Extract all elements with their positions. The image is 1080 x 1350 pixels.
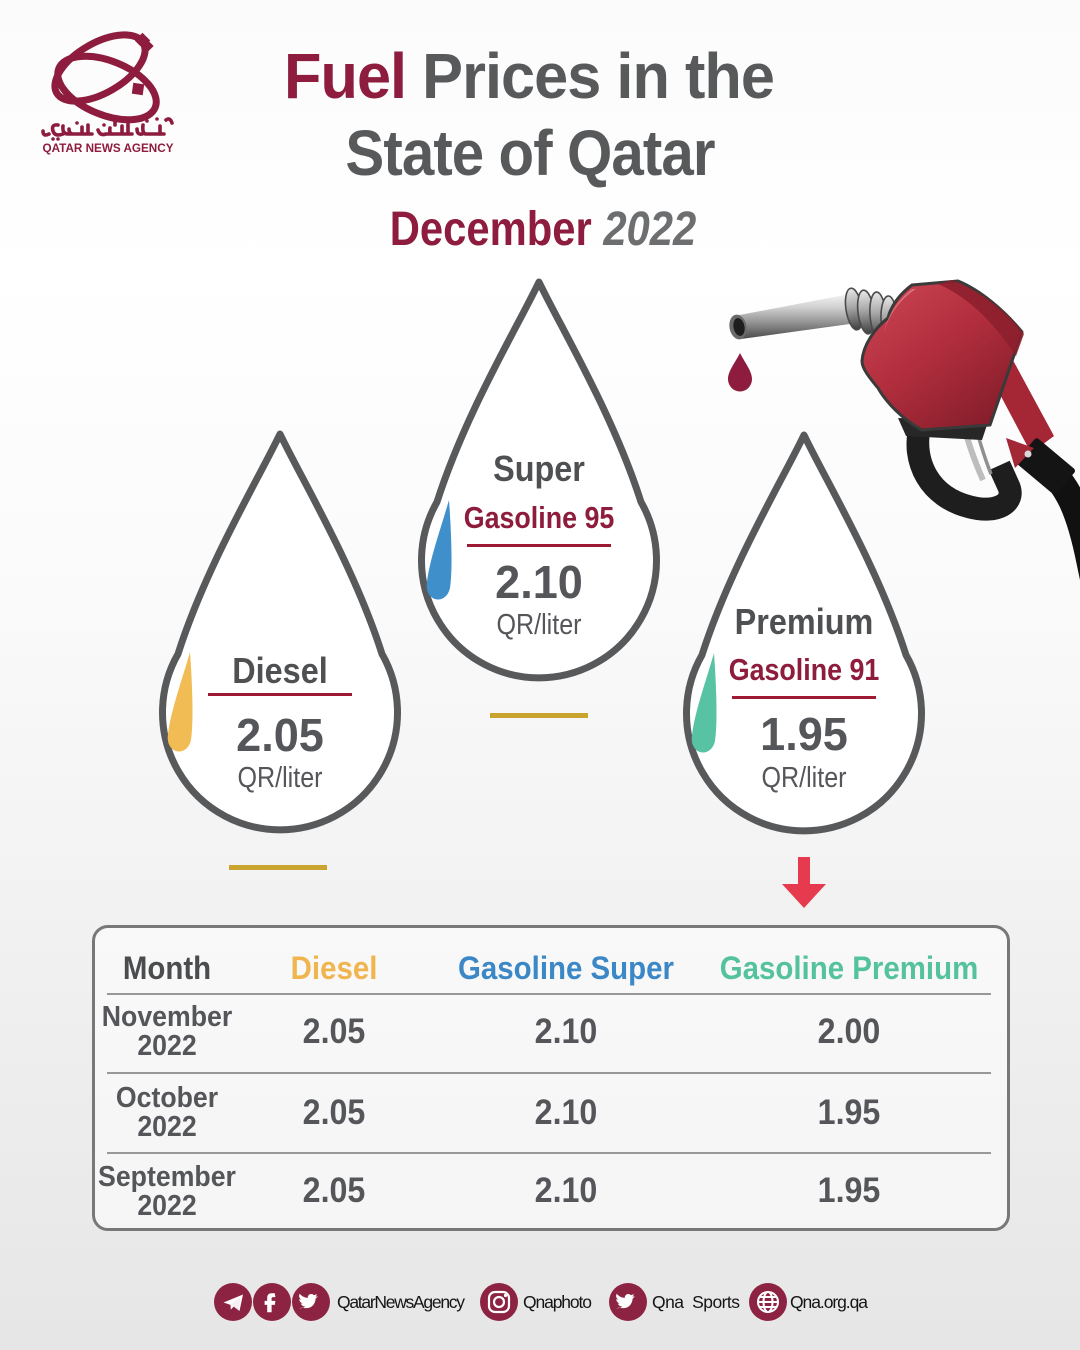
svg-text:Qnaphoto: Qnaphoto	[523, 1292, 592, 1312]
svg-text:QatarNewsAgency: QatarNewsAgency	[337, 1292, 465, 1312]
svg-text:QATAR NEWS AGENCY: QATAR NEWS AGENCY	[43, 141, 174, 155]
svg-text:Qna Sports: Qna Sports	[652, 1292, 740, 1312]
svg-text:Qna.org.qa: Qna.org.qa	[790, 1292, 868, 1312]
